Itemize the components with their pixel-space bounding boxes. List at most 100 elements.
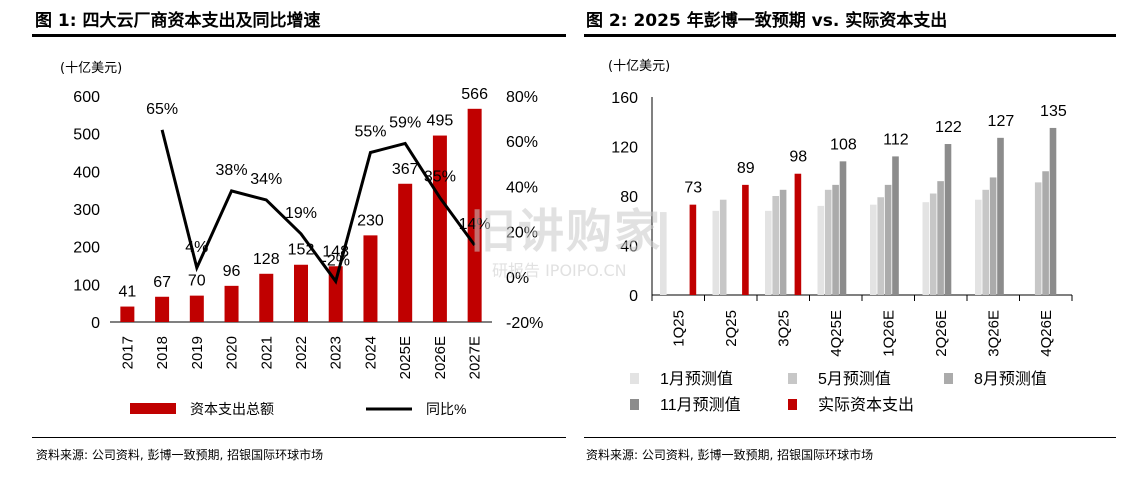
x-tick-label: 2027E: [467, 336, 484, 379]
figure-1-chart: 0 100 200 300 400 500 600 -20% 0% 20% 40% 60% 80% 41 6…: [73, 86, 543, 417]
legend-label: 11月预测值: [660, 396, 741, 414]
figure-1-top-rule: [32, 34, 566, 37]
figure-2-unit-label: (十亿美元): [608, 59, 671, 74]
capex-bar: [398, 183, 413, 322]
capex-bar: [224, 285, 239, 322]
forecast-bar: [892, 156, 899, 295]
forecast-bar: [742, 184, 749, 295]
forecast-bar: [779, 189, 787, 295]
capex-bar: [328, 266, 343, 322]
y-tick-label: 80: [620, 189, 638, 206]
forecast-bar: [712, 210, 720, 295]
yoy-growth-label: -2%: [322, 252, 350, 269]
y-tick-label: 100: [73, 277, 100, 294]
capex-bar: [189, 295, 204, 322]
capex-bar-label: 70: [188, 273, 206, 290]
x-tick-label: 2021: [258, 336, 275, 369]
forecast-bar: [832, 184, 839, 295]
capex-bar-label: 495: [427, 113, 454, 130]
figure-2-panel: 图 2: 2025 年彭博一致预期 vs. 实际资本支出 (十亿美元) 0 40 8…: [584, 0, 1122, 478]
forecast-bar: [877, 197, 884, 295]
legend-swatch: [630, 399, 639, 410]
forecast-bar: [772, 196, 779, 295]
y-tick-label: 200: [73, 240, 100, 257]
legend-swatch-capex: [130, 403, 176, 414]
x-tick-label: 2Q26E: [933, 310, 950, 357]
forecast-bar: [794, 173, 802, 295]
x-tick-label: 3Q25: [775, 310, 792, 347]
x-tick-label: 1Q25: [670, 310, 687, 347]
yoy-growth-line: [160, 129, 476, 285]
capex-bar: [120, 306, 135, 322]
x-tick-label: 2018: [154, 336, 171, 369]
forecast-bar: [870, 204, 877, 295]
legend-label-capex: 资本支出总额: [190, 401, 274, 417]
legend-label: 实际资本支出: [818, 396, 914, 414]
figure-1-bottom-rule: [32, 437, 566, 438]
value-label: 127: [988, 113, 1015, 130]
figure-2-top-rule: [584, 34, 1116, 37]
forecast-bar: [989, 177, 997, 295]
value-label: 135: [1040, 103, 1067, 120]
figure-2-title: 图 2: 2025 年彭博一致预期 vs. 实际资本支出: [586, 11, 948, 31]
value-label: 112: [883, 131, 909, 148]
y-tick-label: 160: [611, 90, 638, 107]
x-tick-label: 2025E: [397, 336, 414, 379]
forecast-bar: [997, 137, 1004, 295]
legend-swatch: [788, 399, 797, 410]
y2-tick-label: 0%: [506, 270, 529, 287]
capex-bar: [294, 264, 308, 322]
capex-bar-label: 566: [461, 86, 488, 103]
forecast-bar: [824, 189, 832, 295]
x-tick-label: 2019: [189, 336, 206, 369]
x-tick-label: 2Q25: [723, 310, 740, 347]
capex-bar: [432, 135, 447, 322]
y2-tick-label: 40%: [506, 179, 538, 196]
legend-label: 8月预测值: [974, 370, 1047, 388]
y-tick-label: 500: [73, 127, 100, 144]
value-label: 122: [935, 119, 962, 136]
value-label: 89: [737, 160, 755, 177]
y-tick-label: 0: [629, 288, 638, 305]
figure-2-bottom-rule: [584, 437, 1116, 438]
y-tick-label: 400: [73, 164, 100, 181]
forecast-bar: [1049, 127, 1057, 295]
forecast-bar: [817, 205, 825, 295]
forecast-bar: [839, 161, 847, 295]
forecast-bar: [689, 204, 697, 295]
forecast-bar: [884, 184, 892, 295]
yoy-growth-label: 38%: [216, 162, 248, 179]
y-tick-label: 120: [611, 140, 638, 157]
x-tick-label: 4Q26E: [1038, 310, 1055, 357]
forecast-bar: [975, 199, 982, 295]
capex-bar-label: 96: [223, 263, 241, 280]
forecast-bar: [1042, 171, 1049, 295]
figure-2-chart: 0 40 80 120 160 73 1Q25 89 2Q25 98 3Q25 108 4Q25E 112…: [611, 90, 1073, 414]
forecast-bar: [944, 144, 952, 295]
capex-bar: [155, 296, 170, 322]
x-tick-label: 2022: [293, 336, 310, 369]
x-tick-label: 2026E: [432, 336, 449, 379]
legend-label-yoy: 同比%: [426, 401, 466, 417]
yoy-growth-label: 34%: [250, 171, 282, 188]
yoy-growth-label: 59%: [389, 114, 421, 131]
forecast-bar: [929, 193, 937, 295]
legend-label: 1月预测值: [660, 370, 733, 388]
capex-bar-label: 230: [357, 212, 384, 229]
value-label: 108: [830, 136, 857, 153]
y-tick-label: 40: [620, 239, 638, 256]
legend-swatch: [788, 373, 797, 384]
yoy-growth-label: 14%: [459, 216, 491, 233]
figure-1-source: 资料来源: 公司资料, 彭博一致预期, 招银国际环球市场: [36, 448, 324, 462]
forecast-bar: [719, 199, 727, 295]
x-tick-label: 1Q26E: [880, 310, 897, 357]
y2-tick-label: 20%: [506, 225, 538, 242]
figure-1-unit-label: (十亿美元): [60, 61, 123, 76]
x-tick-label: 2020: [224, 336, 241, 369]
capex-bar: [259, 273, 274, 322]
forecast-bar: [660, 212, 667, 295]
x-tick-label: 3Q26E: [985, 310, 1002, 357]
yoy-growth-label: 65%: [146, 101, 178, 118]
forecast-bar: [1034, 182, 1042, 295]
legend-label: 5月预测值: [818, 370, 891, 388]
